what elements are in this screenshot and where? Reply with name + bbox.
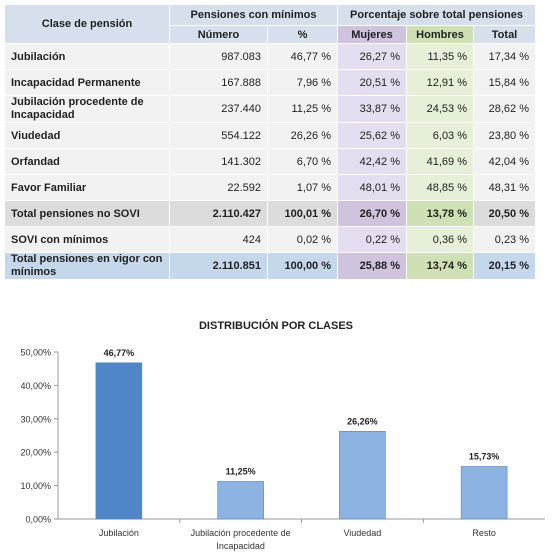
cell-hombres: 6,03 % <box>406 122 475 149</box>
y-tick-label: 20,00% <box>20 448 51 458</box>
cell-hombres: 11,35 % <box>406 43 475 70</box>
cell-total: 0,23 % <box>473 226 537 253</box>
header-clase: Clase de pensión <box>4 4 170 44</box>
cell-total: 20,50 % <box>473 200 537 227</box>
cell-pct: 26,26 % <box>266 122 339 149</box>
header-numero: Número <box>169 25 268 44</box>
cell-mujeres: 42,42 % <box>337 148 408 175</box>
header-pct: % <box>266 25 339 44</box>
cell-mujeres: 26,27 % <box>337 43 408 70</box>
cell-total: 23,80 % <box>473 122 537 149</box>
header-group-porcentaje: Porcentaje sobre total pensiones <box>337 4 537 26</box>
cell-pct: 7,96 % <box>266 69 339 96</box>
table-header-row: Clase de pensión Pensiones con mínimos P… <box>4 4 537 44</box>
cell-total: 17,34 % <box>473 43 537 70</box>
header-group-minimos: Pensiones con mínimos <box>168 4 339 26</box>
table-row: Total pensiones no SOVI 2.110.427 100,01 %… <box>4 200 537 227</box>
cell-mujeres: 48,01 % <box>337 174 408 201</box>
table-row: Orfandad 141.302 6,70 % 42,42 % 41,69 % 42,04… <box>4 148 537 175</box>
row-label: Jubilación procedente de Incapacidad <box>4 95 170 123</box>
x-category-label: Resto <box>472 528 496 538</box>
row-label: Viudedad <box>4 122 170 149</box>
row-label: Total pensiones no SOVI <box>4 200 170 227</box>
cell-pct: 100,00 % <box>266 252 339 280</box>
bar-value-label: 11,25% <box>226 466 256 476</box>
cell-hombres: 24,53 % <box>406 95 475 123</box>
cell-numero: 424 <box>169 226 268 253</box>
x-category-label: Jubilación <box>99 528 139 538</box>
header-hombres: Hombres <box>406 25 475 44</box>
row-label: SOVI con mínimos <box>4 226 170 253</box>
distribution-chart: DISTRIBUCIÓN POR CLASES 0,00% 10,00% 20,00%… <box>20 319 545 551</box>
y-tick-label: 50,00% <box>20 348 51 358</box>
cell-pct: 46,77 % <box>266 43 339 70</box>
bar-value-label: 26,26% <box>347 416 378 426</box>
table-row: Total pensiones en vigor con mínimos 2.11… <box>4 252 537 280</box>
cell-total: 28,62 % <box>473 95 537 123</box>
cell-numero: 141.302 <box>169 148 268 175</box>
cell-mujeres: 33,87 % <box>337 95 408 123</box>
cell-hombres: 41,69 % <box>406 148 475 175</box>
table-row: Incapacidad Permanente 167.888 7,96 % 20,51… <box>4 69 537 96</box>
x-category-label: Viudedad <box>343 528 381 538</box>
y-tick-label: 0,00% <box>25 515 51 525</box>
cell-numero: 237.440 <box>169 95 268 123</box>
bar <box>95 362 143 520</box>
cell-total: 15,84 % <box>473 69 537 96</box>
cell-numero: 2.110.427 <box>169 200 268 227</box>
header-total: Total <box>473 25 537 44</box>
cell-numero: 22.592 <box>169 174 268 201</box>
y-tick-label: 30,00% <box>20 414 51 424</box>
chart-title: DISTRIBUCIÓN POR CLASES <box>199 319 353 332</box>
cell-mujeres: 20,51 % <box>337 69 408 96</box>
table-row: Favor Familiar 22.592 1,07 % 48,01 % 48,85 %… <box>4 174 537 201</box>
cell-numero: 2.110.851 <box>169 252 268 280</box>
bar-value-label: 46,77% <box>104 348 135 358</box>
cell-pct: 0,02 % <box>266 226 339 253</box>
row-label: Orfandad <box>4 148 170 175</box>
row-label: Jubilación <box>4 43 170 70</box>
bar <box>339 430 386 520</box>
table-row: Jubilación 987.083 46,77 % 26,27 % 11,35 % 17… <box>4 43 537 70</box>
cell-pct: 6,70 % <box>266 148 339 175</box>
cell-hombres: 13,74 % <box>406 252 475 280</box>
cell-mujeres: 25,88 % <box>337 252 408 280</box>
x-category-label: Jubilación procedente de Incapacidad <box>191 528 291 551</box>
table-row: Jubilación procedente de Incapacidad 237.… <box>4 95 537 123</box>
cell-total: 20,15 % <box>473 252 537 280</box>
cell-pct: 11,25 % <box>266 95 339 123</box>
cell-mujeres: 25,62 % <box>337 122 408 149</box>
row-label: Incapacidad Permanente <box>4 69 170 96</box>
cell-numero: 554.122 <box>169 122 268 149</box>
row-label: Favor Familiar <box>4 174 170 201</box>
cell-mujeres: 26,70 % <box>337 200 408 227</box>
cell-pct: 100,01 % <box>266 200 339 227</box>
cell-hombres: 48,85 % <box>406 174 475 201</box>
y-tick-label: 10,00% <box>20 481 51 491</box>
pensions-table: Clase de pensión Pensiones con mínimos P… <box>4 4 537 280</box>
cell-numero: 987.083 <box>169 43 268 70</box>
bar <box>460 466 508 520</box>
row-label: Total pensiones en vigor con mínimos <box>4 252 170 280</box>
cell-total: 42,04 % <box>473 148 537 175</box>
bar <box>217 481 264 520</box>
cell-pct: 1,07 % <box>266 174 339 201</box>
y-tick-label: 40,00% <box>20 381 51 391</box>
cell-total: 48,31 % <box>473 174 537 201</box>
header-mujeres: Mujeres <box>337 25 408 44</box>
bar-value-label: 15,73% <box>469 451 500 461</box>
cell-mujeres: 0,22 % <box>337 226 408 253</box>
cell-hombres: 12,91 % <box>406 69 475 96</box>
table-row: Viudedad 554.122 26,26 % 25,62 % 6,03 % 23,80… <box>4 122 537 149</box>
cell-numero: 167.888 <box>169 69 268 96</box>
table-row: SOVI con mínimos 424 0,02 % 0,22 % 0,36 % 0,2… <box>4 226 537 253</box>
cell-hombres: 0,36 % <box>406 226 475 253</box>
cell-hombres: 13,78 % <box>406 200 475 227</box>
